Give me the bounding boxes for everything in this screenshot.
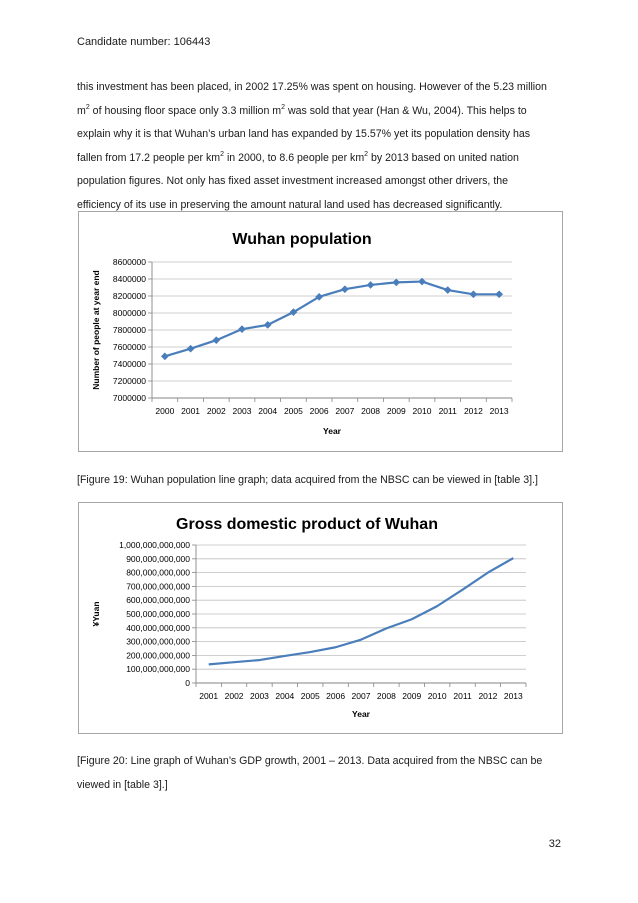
caption-line: viewed in [table 3].] bbox=[77, 778, 168, 791]
y-axis-title: ¥Yuan bbox=[91, 601, 101, 626]
y-tick-label: 900,000,000,000 bbox=[126, 554, 190, 564]
x-tick-label: 2010 bbox=[428, 691, 447, 701]
data-point bbox=[418, 277, 426, 286]
body-paragraph: this investment has been placed, in 2002… bbox=[77, 76, 567, 217]
data-point bbox=[495, 290, 504, 299]
y-tick-label: 8000000 bbox=[113, 308, 146, 318]
x-tick-label: 2005 bbox=[284, 406, 303, 416]
x-axis-title: Year bbox=[352, 709, 371, 719]
x-tick-label: 2007 bbox=[352, 691, 371, 701]
y-tick-label: 800,000,000,000 bbox=[126, 568, 190, 578]
gdp-chart: Gross domestic product of Wuhan 0 100,000,… bbox=[78, 502, 563, 734]
x-tick-label: 2006 bbox=[326, 691, 345, 701]
x-tick-label: 2000 bbox=[155, 406, 174, 416]
data-point bbox=[315, 292, 324, 301]
x-tick-label: 2004 bbox=[258, 406, 277, 416]
figure-19-caption: [Figure 19: Wuhan population line graph;… bbox=[77, 474, 538, 486]
x-tick-label: 2009 bbox=[402, 691, 421, 701]
y-tick-label: 7400000 bbox=[113, 359, 146, 369]
paragraph-line: m2 of housing floor space only 3.3 milli… bbox=[77, 103, 527, 117]
series-line bbox=[208, 557, 514, 666]
y-tick-label: 7000000 bbox=[113, 393, 146, 403]
x-tick-label: 2008 bbox=[377, 691, 396, 701]
data-point bbox=[263, 320, 272, 329]
caption-line: [Figure 20: Line graph of Wuhan’s GDP gr… bbox=[77, 755, 543, 767]
x-tick-label: 2005 bbox=[301, 691, 320, 701]
data-point bbox=[212, 336, 221, 345]
x-tick-label: 2012 bbox=[464, 406, 483, 416]
y-tick-label: 8400000 bbox=[113, 274, 146, 284]
x-tick-label: 2001 bbox=[199, 691, 218, 701]
series-line bbox=[164, 280, 500, 358]
y-tick-label: 8600000 bbox=[113, 257, 146, 267]
y-tick-label: 700,000,000,000 bbox=[126, 581, 190, 591]
figure-20-caption: [Figure 20: Line graph of Wuhan’s GDP gr… bbox=[77, 750, 567, 797]
data-point bbox=[443, 286, 452, 295]
data-point bbox=[366, 280, 375, 289]
chart-title: Gross domestic product of Wuhan bbox=[176, 516, 438, 533]
y-tick-label: 7800000 bbox=[113, 325, 146, 335]
y-tick-label: 0 bbox=[185, 678, 190, 688]
x-tick-label: 2006 bbox=[310, 406, 329, 416]
x-tick-label: 2013 bbox=[490, 406, 509, 416]
x-axis-title: Year bbox=[323, 426, 342, 436]
data-point bbox=[340, 285, 349, 294]
population-chart-svg: Wuhan population 7000000 7200000 7400000 760… bbox=[91, 231, 513, 436]
x-tick-label: 2003 bbox=[233, 406, 252, 416]
paragraph-line: population figures. Not only has fixed a… bbox=[77, 175, 509, 187]
data-point bbox=[469, 290, 478, 299]
gdp-chart-svg: Gross domestic product of Wuhan 0 100,000,… bbox=[91, 516, 527, 719]
y-tick-label: 100,000,000,000 bbox=[126, 664, 190, 674]
x-tick-label: 2002 bbox=[225, 691, 244, 701]
data-point bbox=[186, 344, 195, 353]
data-point bbox=[392, 278, 401, 287]
data-point bbox=[160, 352, 169, 361]
y-tick-label: 500,000,000,000 bbox=[126, 609, 190, 619]
data-point bbox=[238, 325, 246, 334]
chart-title: Wuhan population bbox=[232, 231, 371, 248]
y-axis-title: Number of people at year end bbox=[91, 270, 101, 390]
y-tick-label: 7600000 bbox=[113, 342, 146, 352]
population-chart: Wuhan population 7000000 7200000 7400000 760… bbox=[78, 211, 563, 452]
y-tick-label: 200,000,000,000 bbox=[126, 650, 190, 660]
x-tick-label: 2003 bbox=[250, 691, 269, 701]
x-tick-label: 2008 bbox=[361, 406, 380, 416]
paragraph-line: fallen from 17.2 people per km2 in 2000,… bbox=[77, 150, 519, 164]
x-tick-label: 2002 bbox=[207, 406, 226, 416]
x-tick-label: 2009 bbox=[387, 406, 406, 416]
y-tick-label: 8200000 bbox=[113, 291, 146, 301]
y-tick-label: 300,000,000,000 bbox=[126, 637, 190, 647]
y-tick-label: 1,000,000,000,000 bbox=[119, 540, 190, 550]
data-point bbox=[289, 308, 298, 317]
page-number: 32 bbox=[548, 838, 561, 850]
paragraph-line: this investment has been placed, in 2002… bbox=[77, 81, 547, 93]
x-tick-label: 2001 bbox=[181, 406, 200, 416]
x-tick-label: 2010 bbox=[413, 406, 432, 416]
x-tick-label: 2007 bbox=[335, 406, 354, 416]
x-tick-label: 2013 bbox=[504, 691, 523, 701]
paragraph-line: efficiency of its use in preserving the … bbox=[77, 198, 503, 211]
y-tick-label: 600,000,000,000 bbox=[126, 595, 190, 605]
y-tick-label: 400,000,000,000 bbox=[126, 623, 190, 633]
x-tick-label: 2012 bbox=[478, 691, 497, 701]
x-tick-label: 2004 bbox=[275, 691, 294, 701]
paragraph-line: explain why it is that Wuhan’s urban lan… bbox=[77, 128, 531, 140]
x-tick-label: 2011 bbox=[453, 691, 472, 701]
candidate-number: Candidate number: 106443 bbox=[77, 36, 211, 48]
x-tick-label: 2011 bbox=[439, 406, 458, 416]
y-tick-label: 7200000 bbox=[113, 376, 146, 386]
